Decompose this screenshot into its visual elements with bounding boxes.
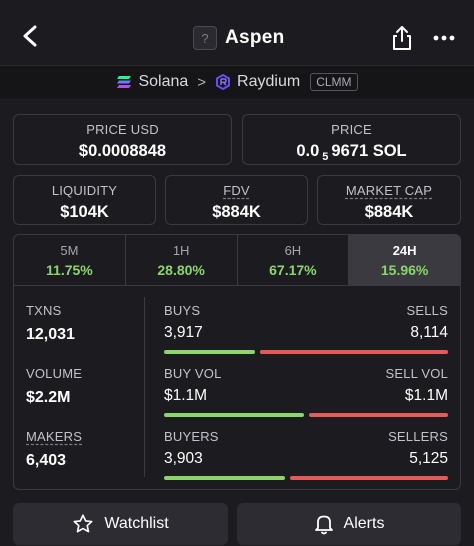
liquidity-card: LIQUIDITY $104K bbox=[13, 175, 156, 225]
page-title: Aspen bbox=[225, 27, 285, 48]
share-icon bbox=[393, 26, 411, 50]
price-native-rest: 9671 SOL bbox=[331, 142, 407, 160]
sell-bar bbox=[260, 350, 448, 354]
buy-bar bbox=[164, 476, 285, 480]
makers-label: MAKERS bbox=[26, 429, 83, 444]
chain-breadcrumb: Solana > Raydium CLMM bbox=[0, 66, 474, 98]
tab-change: 11.75% bbox=[46, 262, 93, 278]
makers-value: 6,403 bbox=[26, 452, 67, 469]
makers-breakdown: BUYERS SELLERS 3,903 5,125 bbox=[164, 429, 448, 480]
market-cap-label: MARKET CAP bbox=[345, 183, 433, 198]
solana-icon bbox=[117, 76, 132, 88]
stats-panel: 5M 11.75% 1H 28.80% 6H 67.17% 24H 15.96%… bbox=[13, 234, 461, 490]
market-cap-value: $884K bbox=[364, 203, 414, 221]
tab-label: 1H bbox=[172, 243, 190, 258]
buys-label: BUYS bbox=[164, 303, 201, 318]
liquidity-label: LIQUIDITY bbox=[51, 183, 118, 198]
share-button[interactable] bbox=[389, 24, 415, 52]
chevron-right-icon: > bbox=[197, 73, 207, 91]
watchlist-button[interactable]: Watchlist bbox=[13, 503, 228, 545]
makers-row: MAKERS 6,403 BUYERS SELLERS 3,903 5,125 bbox=[14, 429, 460, 489]
volume-label: VOLUME bbox=[26, 366, 83, 381]
back-button[interactable] bbox=[16, 22, 44, 50]
sellers-label: SELLERS bbox=[388, 429, 448, 444]
tab-label: 6H bbox=[284, 243, 302, 258]
timeframe-tabs: 5M 11.75% 1H 28.80% 6H 67.17% 24H 15.96% bbox=[14, 235, 460, 286]
bell-icon bbox=[314, 515, 333, 535]
token-logo: ? bbox=[193, 26, 217, 50]
pool-type-badge: CLMM bbox=[310, 73, 358, 91]
fdv-label: FDV bbox=[223, 183, 250, 198]
network-name[interactable]: Solana bbox=[138, 73, 189, 90]
volume-row: VOLUME $2.2M BUY VOL SELL VOL $1.1M $1.1… bbox=[14, 366, 460, 426]
alerts-button[interactable]: Alerts bbox=[237, 503, 461, 545]
price-native-card: PRICE 0.0 5 9671 SOL bbox=[242, 114, 461, 165]
raydium-icon bbox=[216, 74, 231, 90]
market-cap-card[interactable]: MARKET CAP $884K bbox=[317, 175, 461, 225]
sellers-value: 5,125 bbox=[409, 450, 448, 467]
liquidity-value: $104K bbox=[60, 203, 109, 221]
buyers-label: BUYERS bbox=[164, 429, 219, 444]
more-icon bbox=[433, 35, 455, 41]
sell-bar bbox=[290, 476, 448, 480]
tab-label: 24H bbox=[392, 243, 417, 258]
volume-summary: VOLUME $2.2M bbox=[26, 366, 82, 407]
tab-change: 28.80% bbox=[157, 262, 205, 278]
sell-vol-label: SELL VOL bbox=[385, 366, 448, 381]
buys-value: 3,917 bbox=[164, 324, 203, 341]
tab-6h[interactable]: 6H 67.17% bbox=[238, 235, 350, 285]
tab-1h[interactable]: 1H 28.80% bbox=[126, 235, 238, 285]
sell-bar bbox=[309, 413, 448, 417]
buy-vol-label: BUY VOL bbox=[164, 366, 222, 381]
tab-5m[interactable]: 5M 11.75% bbox=[14, 235, 126, 285]
watchlist-label: Watchlist bbox=[104, 515, 169, 532]
price-usd-card: PRICE USD $0.0008848 bbox=[13, 114, 232, 165]
tab-24h[interactable]: 24H 15.96% bbox=[349, 235, 460, 285]
tab-label: 5M bbox=[60, 243, 79, 258]
volume-breakdown: BUY VOL SELL VOL $1.1M $1.1M bbox=[164, 366, 448, 417]
price-native-label: PRICE bbox=[331, 122, 372, 137]
sells-label: SELLS bbox=[406, 303, 448, 318]
buy-bar bbox=[164, 413, 304, 417]
alerts-label: Alerts bbox=[343, 515, 385, 532]
sells-value: 8,114 bbox=[410, 324, 448, 341]
volume-value: $2.2M bbox=[26, 389, 71, 406]
txns-summary: TXNS 12,031 bbox=[26, 303, 75, 344]
buy-bar bbox=[164, 350, 255, 354]
stats-divider bbox=[144, 297, 145, 477]
txns-row: TXNS 12,031 BUYS SELLS 3,917 8,114 bbox=[14, 303, 460, 363]
makers-summary[interactable]: MAKERS 6,403 bbox=[26, 429, 82, 470]
sell-vol-value: $1.1M bbox=[404, 387, 448, 404]
back-arrow-icon bbox=[23, 25, 37, 47]
buyers-value: 3,903 bbox=[164, 450, 203, 467]
more-button[interactable] bbox=[431, 24, 457, 52]
fdv-value: $884K bbox=[212, 203, 261, 221]
star-icon bbox=[73, 514, 93, 533]
txns-breakdown: BUYS SELLS 3,917 8,114 bbox=[164, 303, 448, 354]
txns-value: 12,031 bbox=[26, 326, 75, 343]
buy-vol-value: $1.1M bbox=[164, 387, 208, 404]
tab-change: 15.96% bbox=[380, 262, 429, 278]
price-native-prefix: 0.0 bbox=[296, 142, 320, 160]
price-usd-label: PRICE USD bbox=[86, 122, 159, 137]
txns-label: TXNS bbox=[26, 303, 62, 318]
txns-ratio-bar bbox=[164, 350, 448, 354]
price-native-subscript: 5 bbox=[322, 151, 329, 163]
dex-name[interactable]: Raydium bbox=[237, 73, 301, 90]
header: ? Aspen bbox=[0, 0, 474, 66]
makers-ratio-bar bbox=[164, 476, 448, 480]
fdv-card[interactable]: FDV $884K bbox=[165, 175, 308, 225]
tab-change: 67.17% bbox=[269, 262, 317, 278]
volume-ratio-bar bbox=[164, 413, 448, 417]
price-native-value: 0.0 5 9671 SOL bbox=[243, 142, 460, 163]
price-usd-value: $0.0008848 bbox=[78, 142, 167, 160]
